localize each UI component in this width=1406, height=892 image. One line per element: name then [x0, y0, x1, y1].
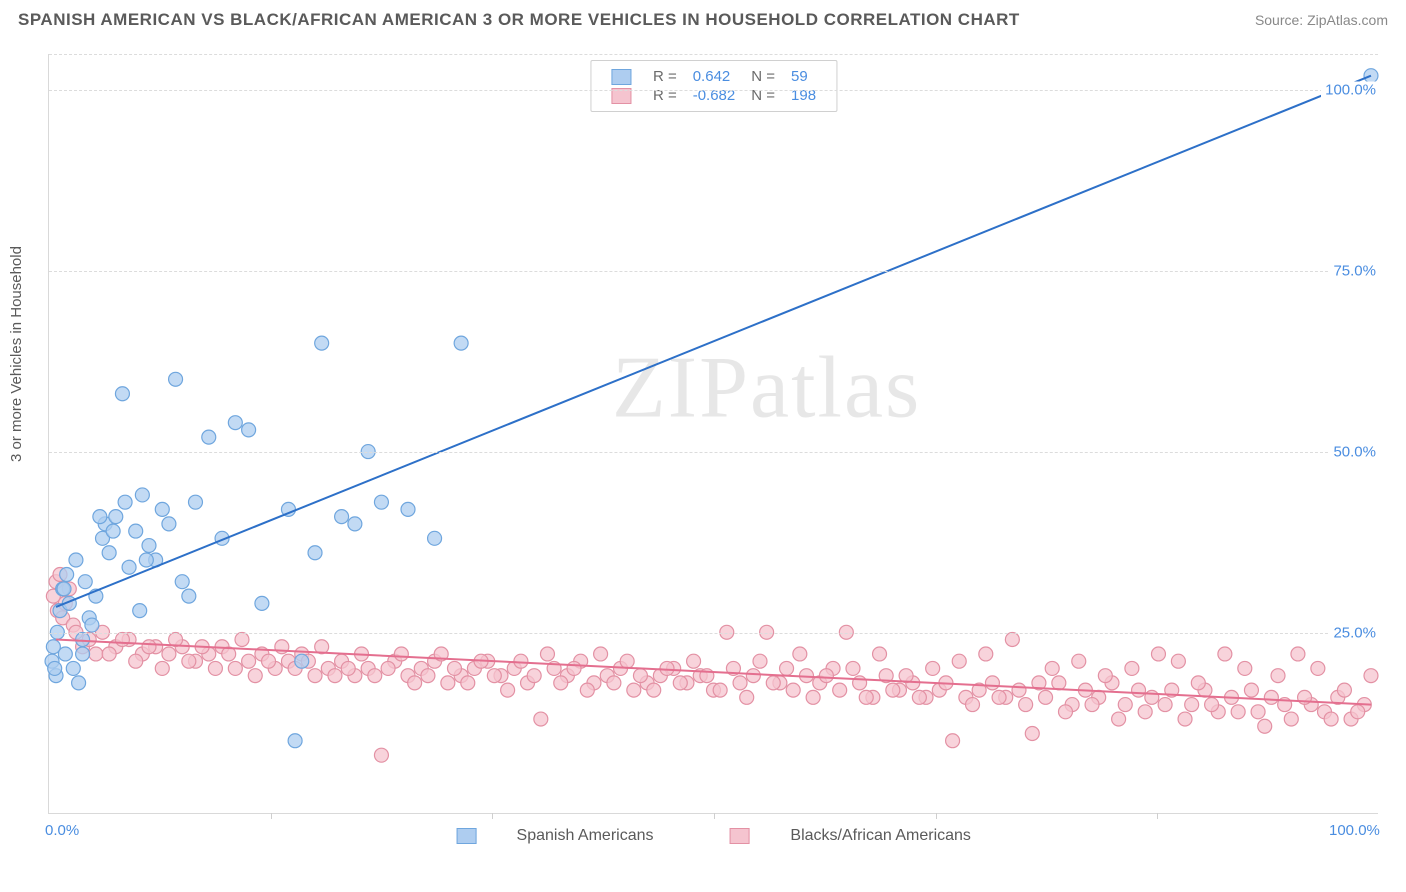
- legend-label-spanish: Spanish Americans: [517, 827, 654, 844]
- x-minor-tick: [1157, 813, 1158, 819]
- y-tick-label: 75.0%: [1329, 263, 1380, 280]
- x-tick-label: 100.0%: [1329, 822, 1380, 839]
- plot-region: ZIPatlas R = 0.642 N = 59 R = -0.682 N =…: [48, 54, 1378, 814]
- x-minor-tick: [936, 813, 937, 819]
- gridline-h: [49, 54, 1378, 55]
- chart-header: SPANISH AMERICAN VS BLACK/AFRICAN AMERIC…: [0, 0, 1406, 36]
- series-legend: Spanish Americans Blacks/African America…: [420, 827, 1007, 845]
- y-tick-label: 100.0%: [1321, 82, 1380, 99]
- y-axis-label: 3 or more Vehicles in Household: [8, 246, 25, 462]
- x-minor-tick: [714, 813, 715, 819]
- x-tick-label: 0.0%: [45, 822, 79, 839]
- gridline-h: [49, 90, 1378, 91]
- source-attribution: Source: ZipAtlas.com: [1255, 12, 1388, 28]
- legend-label-black: Blacks/African Americans: [790, 827, 971, 844]
- legend-swatch-black-icon: [730, 828, 750, 844]
- gridline-h: [49, 452, 1378, 453]
- x-minor-tick: [271, 813, 272, 819]
- gridline-h: [49, 633, 1378, 634]
- chart-area: 3 or more Vehicles in Household ZIPatlas…: [0, 42, 1406, 892]
- legend-item-spanish: Spanish Americans: [438, 827, 676, 844]
- legend-swatch-spanish-icon: [456, 828, 476, 844]
- gridline-h: [49, 271, 1378, 272]
- chart-title: SPANISH AMERICAN VS BLACK/AFRICAN AMERIC…: [18, 10, 1020, 30]
- y-tick-label: 50.0%: [1329, 444, 1380, 461]
- y-tick-label: 25.0%: [1329, 625, 1380, 642]
- scatter-svg: [49, 54, 1378, 813]
- legend-item-black: Blacks/African Americans: [712, 827, 989, 844]
- x-minor-tick: [492, 813, 493, 819]
